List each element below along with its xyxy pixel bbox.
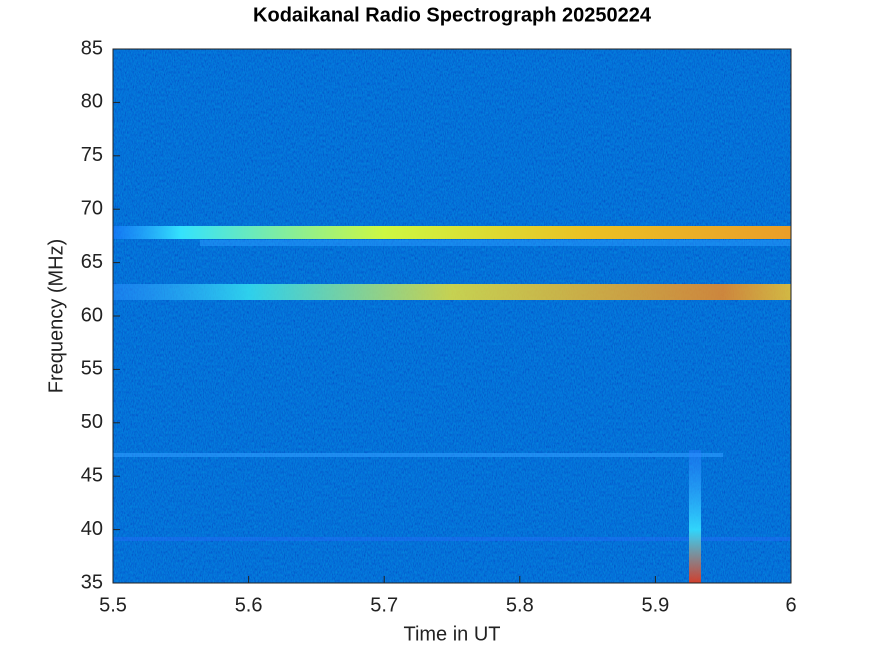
x-tick-label: 5.9 xyxy=(641,594,669,616)
y-tick-label: 55 xyxy=(81,358,103,380)
y-tick-label: 60 xyxy=(81,304,103,326)
y-tick-label: 85 xyxy=(81,37,103,59)
y-tick-label: 40 xyxy=(81,518,103,540)
x-tick-label: 5.8 xyxy=(506,594,534,616)
y-tick-label: 45 xyxy=(81,464,103,486)
x-tick-label: 5.6 xyxy=(235,594,263,616)
y-tick-label: 75 xyxy=(81,144,103,166)
x-tick-label: 6 xyxy=(785,594,796,616)
spectrogram-image xyxy=(113,49,791,583)
y-tick-label: 65 xyxy=(81,251,103,273)
y-axis-label: Frequency (MHz) xyxy=(45,239,67,393)
x-axis-label: Time in UT xyxy=(403,623,500,645)
y-tick-label: 35 xyxy=(81,571,103,593)
y-tick-label: 50 xyxy=(81,411,103,433)
y-tick-label: 70 xyxy=(81,197,103,219)
y-tick-label: 80 xyxy=(81,91,103,113)
x-tick-label: 5.5 xyxy=(99,594,127,616)
chart-title: Kodaikanal Radio Spectrograph 20250224 xyxy=(253,4,652,26)
x-tick-label: 5.7 xyxy=(370,594,398,616)
